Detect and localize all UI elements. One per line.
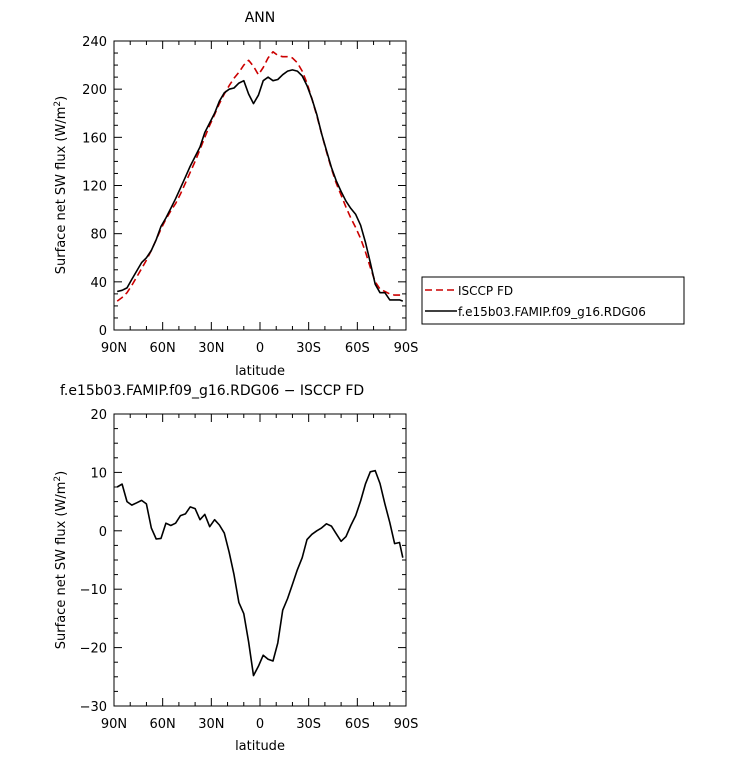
x-tick-label: 30N [198,717,224,732]
bottom-chart-series [116,469,404,677]
x-tick-label: 60N [150,341,176,356]
y-tick-label: −10 [80,583,107,598]
top-chart-ylabel: Surface net SW flux (W/m2) [53,96,69,274]
top-chart-xlabel: latitude [235,364,285,379]
y-tick-label: 120 [82,180,107,195]
x-tick-label: 60S [345,341,370,356]
top-chart-title: ANN [245,10,276,26]
top-chart-ticks [113,40,407,331]
bottom-chart: f.e15b03.FAMIP.f09_g16.RDG06 − ISCCP FD … [53,383,418,754]
legend-label-model: f.e15b03.FAMIP.f09_g16.RDG06 [458,305,646,319]
x-tick-label: 0 [256,341,264,356]
x-tick-label: 90S [394,717,419,732]
x-tick-label: 30S [296,341,321,356]
top-chart-series [116,51,404,302]
x-tick-label: 90S [394,341,419,356]
series-line-0 [116,469,404,677]
y-tick-label: 0 [99,324,107,339]
y-tick-label: 160 [82,131,107,146]
y-tick-label: 20 [90,408,107,423]
legend-label-isccp: ISCCP FD [458,284,513,298]
legend: ISCCP FD f.e15b03.FAMIP.f09_g16.RDG06 [421,276,685,325]
top-chart-tick-labels: 90N 60N 30N 0 30S 60S 90S 0 40 80 120 160 200 240 [82,35,418,356]
y-tick-label: 80 [90,228,107,243]
bottom-chart-ylabel: Surface net SW flux (W/m2) [53,471,69,649]
x-tick-label: 90N [101,717,127,732]
series-line-1 [117,69,404,302]
x-tick-label: 0 [256,717,264,732]
bottom-chart-ticks [113,413,407,707]
y-tick-label: 200 [82,83,107,98]
y-tick-label: 10 [90,466,107,481]
y-tick-label: 240 [82,35,107,50]
x-tick-label: 30S [296,717,321,732]
top-chart-frame [113,40,407,331]
legend-box [421,276,685,325]
bottom-chart-title: f.e15b03.FAMIP.f09_g16.RDG06 − ISCCP FD [60,383,364,399]
y-tick-label: 40 [90,276,107,291]
top-chart: ANN 90N 60N 30N 0 30S 60S 90S 0 40 80 120 160 200 240… [53,10,418,379]
bottom-chart-tick-labels: 90N 60N 30N 0 30S 60S 90S −30 −20 −10 0 10 20 [80,408,419,732]
x-tick-label: 60N [150,717,176,732]
x-tick-label: 90N [101,341,127,356]
y-tick-label: 0 [99,525,107,540]
x-tick-label: 60S [345,717,370,732]
x-tick-label: 30N [198,341,224,356]
y-tick-label: −30 [80,700,107,715]
y-tick-label: −20 [80,642,107,657]
bottom-chart-xlabel: latitude [235,739,285,754]
